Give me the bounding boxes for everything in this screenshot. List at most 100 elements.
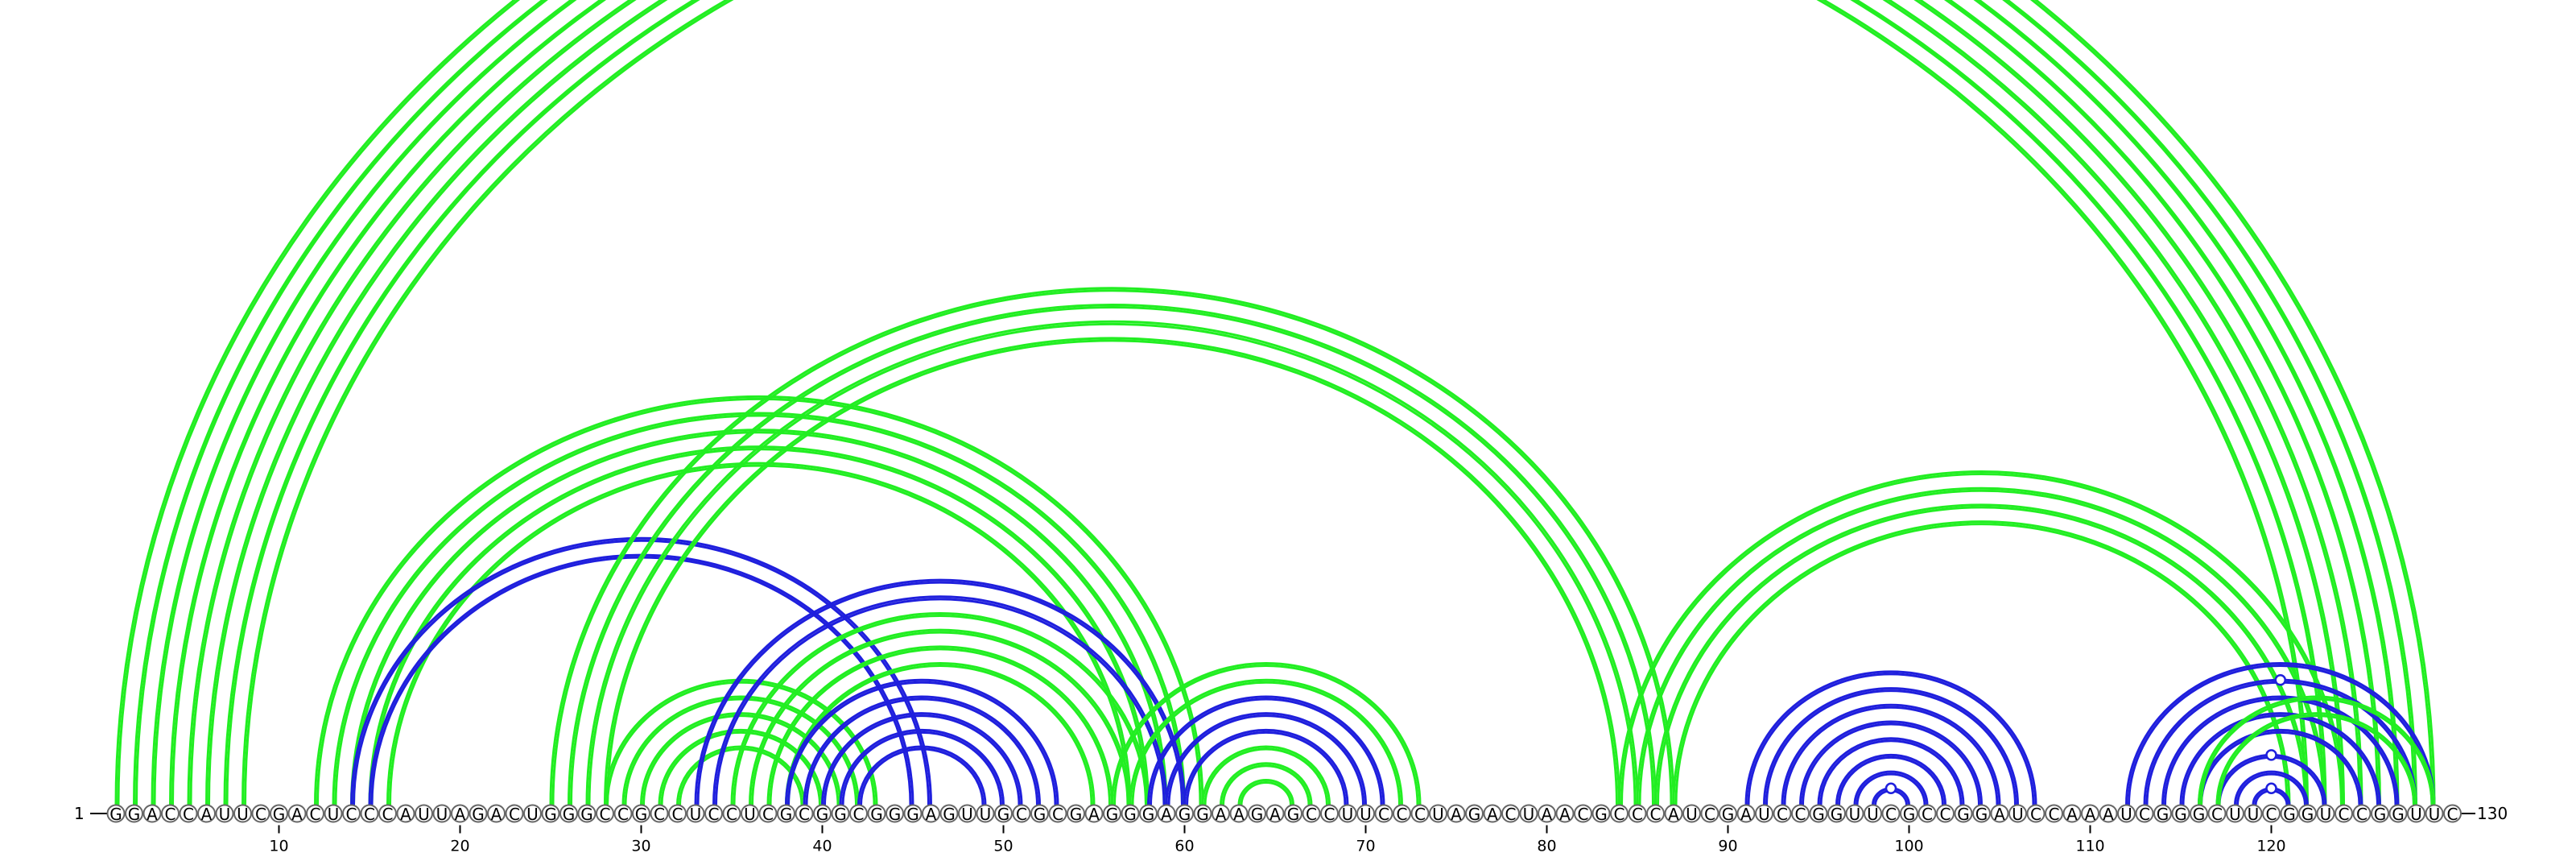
nucleotide-circle [1084,804,1104,823]
nucleotide-circle [360,804,379,823]
nucleotide-letter: C [1922,805,1933,824]
arc-56-73 [1111,662,1422,806]
nucleotide-letter: U [1432,805,1444,824]
tick-label-80: 80 [1537,838,1556,855]
nucleotide-letter: A [201,805,213,824]
arc-inner-35-58 [733,615,1147,806]
nucleotide-letter: G [1142,805,1155,824]
arc-25-87 [549,287,1675,806]
nucleotide: A [142,804,162,824]
nucleotide-circle [106,804,126,823]
tick-label-120: 120 [2256,838,2285,855]
nucleotide: A [2081,804,2099,824]
nucleotide: U [1519,804,1538,824]
nucleotide-letter: A [1487,805,1498,824]
apex-markers [1885,674,2286,795]
nucleotide-circle [1284,804,1302,823]
nucleotide: G [1193,804,1212,824]
arc-61-68 [1201,745,1331,806]
arc-116-129 [2198,695,2436,806]
nucleotide: A [1990,804,2009,824]
nucleotide-letter: C [654,805,665,824]
arc-inner-4-126 [171,0,2379,806]
nucleotide-letter: A [1216,805,1227,824]
arc-inner-91-107 [1747,673,2035,806]
nucleotide-letter: G [1812,805,1825,824]
arc-inner-37-56 [769,648,1111,806]
nucleotide-circle [994,804,1013,823]
nucleotide: C [1881,804,1901,824]
nucleotide-circle [1900,804,1918,823]
arc-14-46 [350,536,932,806]
nucleotide-circle [1791,804,1810,823]
nucleotide: A [1538,804,1556,824]
nucleotide-circle [2352,804,2372,823]
nucleotide-letter: U [1849,805,1861,824]
nucleotide-circle [342,804,361,823]
nucleotide: A [1483,804,1502,824]
nucleotide: U [1682,804,1701,824]
nucleotide-letter: C [310,805,321,824]
nucleotide-letter: C [1940,805,1951,824]
nucleotide: U [432,804,452,824]
nucleotide-circle [704,804,723,823]
nucleotide: G [903,804,923,824]
nucleotide-circle [1030,804,1049,823]
nucleotide: U [958,804,976,824]
nucleotide-letter: A [291,805,303,824]
nucleotide-circle [469,804,488,823]
nucleotide-letter: G [273,805,286,824]
arc-31-40 [658,728,824,806]
nucleotide-circle [451,804,469,823]
nucleotide: A [451,804,469,824]
nucleotide-circle [596,804,614,823]
nucleotide-circle [1591,804,1611,823]
nucleotide-letter: G [1034,805,1046,824]
nucleotide: U [2316,804,2335,824]
nucleotide: G [125,804,143,824]
nucleotide-circle [2153,804,2172,823]
nucleotide: U [2425,804,2444,824]
nucleotide-circle [2171,804,2190,823]
nucleotide-letter: C [726,805,737,824]
nucleotide-letter: A [1451,805,1462,824]
nucleotide-circle [2407,804,2425,823]
nucleotide-letter: C [762,805,774,824]
arc-inner-114-127 [2164,698,2397,806]
nucleotide-letter: G [816,805,829,824]
arc-63-66 [1237,778,1294,806]
nucleotide-circle [2244,804,2263,823]
nucleotide: U [2008,804,2027,824]
nucleotide-circle [1628,804,1647,823]
nucleotide-letter: C [2339,805,2350,824]
nucleotide: C [613,804,633,824]
arc-inner-8-122 [244,0,2306,806]
nucleotide-letter: G [128,805,141,824]
arc-inner-38-53 [787,681,1057,806]
nucleotide-letter: C [708,805,720,824]
nucleotide: C [2135,804,2154,824]
nucleotide-letter: G [997,805,1010,824]
nucleotide-letter: C [382,805,394,824]
nucleotide-circle [886,804,904,823]
arc-inner-13-60 [334,414,1183,806]
nucleotide: A [487,804,506,824]
arc-118-122 [2234,770,2309,806]
nucleotide-circle [1248,804,1266,823]
arc-inner-118-122 [2236,772,2306,806]
nucleotide-circle [1990,804,2009,823]
nucleotide: A [1157,804,1176,824]
nucleotide-letter: C [1795,805,1806,824]
nucleotide-circle [270,804,288,823]
arc-inner-112-129 [2128,664,2434,806]
nucleotide: U [1864,804,1882,824]
arc-36-57 [749,628,1132,806]
nucleotide-letter: C [2211,805,2223,824]
nucleotide-circle [2262,804,2281,823]
nucleotide-letter: C [853,805,865,824]
nucleotide: U [415,804,433,824]
nucleotide-letter: C [2030,805,2041,824]
nucleotide: C [1393,804,1411,824]
nucleotide-letter: A [1269,805,1281,824]
nucleotide-letter: U [237,805,249,824]
